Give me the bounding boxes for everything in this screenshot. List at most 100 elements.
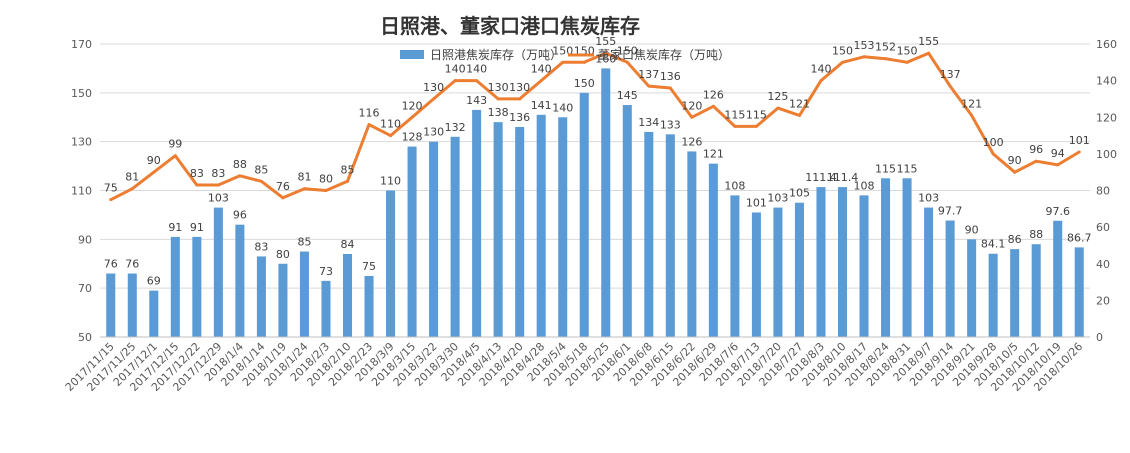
line-point: [216, 183, 220, 187]
line-point: [410, 115, 414, 119]
bar-data-label: 143: [466, 94, 487, 107]
bar: [794, 202, 804, 337]
y-right-tick-label: 140: [1096, 75, 1117, 88]
bar: [1031, 244, 1041, 337]
line-data-label: 99: [168, 138, 182, 151]
line-data-label: 101: [1069, 134, 1090, 147]
line-point: [711, 104, 715, 108]
bar: [256, 256, 266, 337]
bar-data-label: 103: [767, 192, 788, 205]
bar-data-label: 145: [617, 89, 638, 102]
line-data-label: 83: [211, 167, 225, 180]
bar: [665, 134, 675, 337]
bar: [515, 127, 525, 338]
line-data-label: 153: [854, 39, 875, 52]
bar-data-label: 86.7: [1067, 231, 1092, 244]
line-point: [905, 60, 909, 64]
line-data-label: 155: [918, 35, 939, 48]
bar-data-label: 80: [276, 248, 290, 261]
line-point: [690, 115, 694, 119]
line-point: [733, 124, 737, 128]
bar: [170, 236, 180, 337]
line-point: [496, 97, 500, 101]
line-data-label: 94: [1051, 147, 1065, 160]
line-point: [324, 189, 328, 192]
y-right-tick-label: 0: [1096, 331, 1103, 344]
y-left-tick-label: 70: [78, 282, 92, 295]
bar-data-label: 121: [703, 148, 724, 161]
bar-data-label: 75: [362, 260, 376, 273]
line-point: [389, 134, 393, 138]
bar: [687, 151, 697, 337]
y-right-tick-label: 40: [1096, 258, 1110, 271]
line-data-label: 110: [380, 118, 401, 131]
line-point: [970, 113, 974, 117]
line-point: [819, 79, 823, 83]
line-data-label: 81: [297, 171, 311, 184]
bar-data-label: 84.1: [981, 238, 1006, 251]
y-left-tick-label: 50: [78, 331, 92, 344]
line-series: [109, 51, 1081, 202]
bar: [127, 273, 137, 337]
bar-data-label: 91: [168, 221, 182, 234]
line-data-label: 81: [125, 171, 139, 184]
line-point: [754, 124, 758, 128]
bar-data-label: 69: [147, 275, 161, 288]
y-left-tick-label: 150: [71, 87, 92, 100]
bar: [708, 163, 718, 337]
bar-data-label: 97.6: [1045, 205, 1070, 218]
line-point: [625, 60, 629, 64]
bar: [278, 263, 288, 337]
bar: [364, 275, 374, 337]
line-point: [259, 179, 263, 183]
bar: [1053, 220, 1063, 337]
line-data-label: 152: [875, 41, 896, 54]
bar: [235, 224, 245, 337]
bar: [881, 178, 891, 337]
bar: [386, 190, 396, 337]
bar-data-label: 150: [574, 77, 595, 90]
legend-line-label: 董家口焦炭库存（万吨）: [598, 47, 730, 62]
line-data-label: 126: [703, 88, 724, 101]
bar: [859, 195, 869, 337]
bar: [213, 207, 223, 337]
bar-data-label: 103: [918, 192, 939, 205]
bar-data-label: 76: [125, 258, 139, 271]
line-data-label: 115: [724, 108, 745, 121]
line-point: [432, 97, 436, 101]
bar-data-label: 160: [595, 52, 616, 65]
line-data-label: 115: [746, 108, 767, 121]
y-left-tick-label: 130: [71, 136, 92, 149]
line-point: [346, 179, 349, 183]
bar-data-label: 115: [875, 162, 896, 175]
bar-data-label: 85: [297, 236, 311, 249]
bar-data-label: 97.7: [938, 205, 963, 218]
line-data-label: 130: [509, 81, 530, 94]
line-data-label: 150: [617, 44, 638, 57]
line-point: [302, 187, 306, 191]
line-data-label: 100: [983, 136, 1004, 149]
bar-data-label: 88: [1029, 228, 1043, 241]
line-path: [110, 51, 1080, 202]
bar-data-label: 115: [897, 162, 918, 175]
line-point: [647, 84, 651, 88]
bar: [407, 146, 417, 337]
line-data-label: 90: [1008, 154, 1022, 167]
bar-data-label: 141: [531, 99, 552, 112]
line-data-label: 155: [595, 35, 616, 48]
line-data-label: 140: [531, 63, 552, 76]
line-data-label: 90: [147, 154, 161, 167]
line-data-label: 150: [552, 44, 573, 57]
line-point: [841, 60, 844, 64]
bar: [924, 207, 934, 337]
line-point: [862, 55, 866, 59]
line-point: [991, 152, 995, 156]
bar-data-label: 101: [746, 196, 767, 209]
bar: [342, 253, 353, 337]
line-data-label: 140: [445, 63, 466, 76]
bar: [967, 239, 977, 337]
legend: 日照港焦炭库存（万吨） 董家口焦炭库存（万吨）: [400, 47, 730, 62]
bar-data-label: 133: [660, 118, 681, 131]
